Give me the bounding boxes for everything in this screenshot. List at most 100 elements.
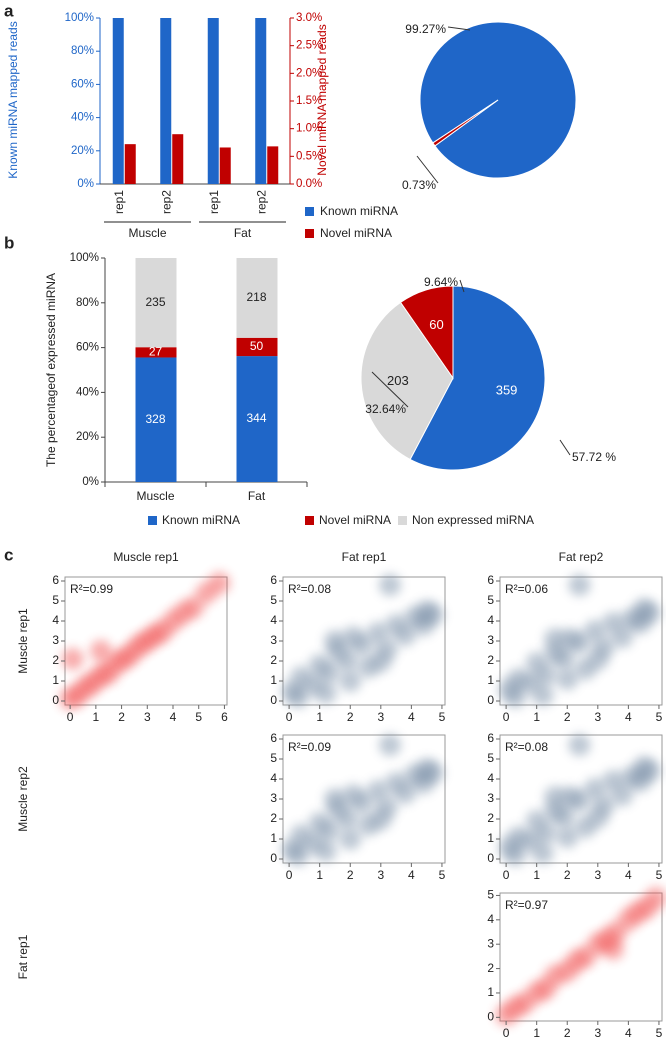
x-tick-label: 5 xyxy=(656,710,663,724)
density-point xyxy=(586,648,609,670)
x-tick-label: 0 xyxy=(503,868,510,882)
x-tick-label: rep1 xyxy=(207,190,221,214)
r-squared: R²=0.08 xyxy=(288,582,331,596)
slice-label: 99.27% xyxy=(405,22,446,36)
density-point xyxy=(317,820,340,842)
y-tick-label: 1 xyxy=(487,831,494,845)
y-tick-label: 5 xyxy=(52,593,59,607)
density-point xyxy=(504,844,527,866)
y2-tick-label: 1.0% xyxy=(296,123,322,135)
segment-label: 344 xyxy=(246,411,266,425)
legend-label: Novel miRNA xyxy=(320,226,392,240)
y-tick-label: 4 xyxy=(52,613,59,627)
y-tick-label: 20% xyxy=(76,431,99,443)
density-point xyxy=(568,632,591,654)
x-tick-label: 5 xyxy=(195,710,202,724)
y-tick-label: 2 xyxy=(487,961,494,975)
y2-tick-label: 3.0% xyxy=(296,12,322,24)
density-point xyxy=(534,664,557,686)
density-point xyxy=(644,886,666,909)
y2-tick-label: 0.0% xyxy=(296,178,322,190)
bar xyxy=(172,134,184,184)
density-point xyxy=(531,842,554,864)
segment-label: 27 xyxy=(149,345,163,359)
density-point xyxy=(366,622,389,644)
density-point xyxy=(583,778,606,800)
density-point xyxy=(378,574,401,596)
y-tick-label: 6 xyxy=(487,731,494,745)
y2-tick-label: 0.5% xyxy=(296,150,322,162)
x-tick-label: 3 xyxy=(594,868,601,882)
x-tick-label: 1 xyxy=(316,710,323,724)
density-point xyxy=(415,758,438,780)
slice-value: 359 xyxy=(496,383,518,398)
x-tick-label: 3 xyxy=(144,710,151,724)
y-tick-label: 5 xyxy=(270,593,277,607)
y-tick-label: 1 xyxy=(270,673,277,687)
bar xyxy=(112,18,124,184)
bar-segment xyxy=(135,347,177,358)
y-tick-label: 3 xyxy=(487,936,494,950)
y-tick-label: 80% xyxy=(71,45,94,57)
density-point xyxy=(351,792,374,814)
density-point xyxy=(394,624,417,646)
r-squared: R²=0.09 xyxy=(288,740,331,754)
density-point xyxy=(287,844,310,866)
y-tick-label: 3 xyxy=(52,633,59,647)
group-label: Fat xyxy=(234,226,252,240)
density-point xyxy=(61,648,84,670)
y-tick-label: 4 xyxy=(270,613,277,627)
y-tick-label: 2 xyxy=(270,811,277,825)
density-point xyxy=(339,828,362,850)
y-tick-label: 3 xyxy=(487,633,494,647)
y-tick-label: 0 xyxy=(270,851,277,865)
panel-label: b xyxy=(4,233,14,252)
density-point xyxy=(366,780,389,802)
density-point xyxy=(369,808,392,830)
density-point xyxy=(314,840,337,862)
density-point xyxy=(611,784,634,806)
pie-slice xyxy=(360,301,454,461)
density-point xyxy=(369,650,392,672)
density-point xyxy=(351,634,374,656)
pie-slice xyxy=(399,285,454,380)
density-point xyxy=(182,596,205,618)
y-tick-label: 3 xyxy=(270,791,277,805)
panel-label: c xyxy=(4,545,13,564)
x-tick-label: 3 xyxy=(377,868,384,882)
density-point xyxy=(504,686,527,708)
y-tick-label: 6 xyxy=(270,731,277,745)
y2-tick-label: 1.5% xyxy=(296,95,322,107)
segment-label: 328 xyxy=(145,412,165,426)
density-point xyxy=(544,786,567,808)
density-point xyxy=(336,808,359,830)
y-tick-label: 5 xyxy=(487,593,494,607)
x-tick-label: 0 xyxy=(67,710,74,724)
density-point xyxy=(323,630,346,652)
legend-label: Known miRNA xyxy=(320,204,398,218)
y-tick-label: 0 xyxy=(270,693,277,707)
x-tick-label: 6 xyxy=(221,710,228,724)
x-tick-label: Fat xyxy=(248,489,266,503)
x-tick-label: Muscle xyxy=(136,489,174,503)
y-tick-label: 5 xyxy=(487,888,494,902)
slice-value: 203 xyxy=(387,373,409,388)
x-tick-label: 4 xyxy=(625,1026,632,1040)
x-tick-label: 5 xyxy=(656,868,663,882)
segment-label: 218 xyxy=(246,290,266,304)
slice-label: 0.73% xyxy=(402,178,436,192)
x-tick-label: 1 xyxy=(533,868,540,882)
y-tick-label: 0 xyxy=(487,693,494,707)
density-point xyxy=(553,648,576,670)
y-axis-label: Known miRNA mapped reads xyxy=(6,21,20,178)
y-tick-label: 1 xyxy=(52,673,59,687)
y-tick-label: 100% xyxy=(70,252,99,264)
leader-line xyxy=(459,279,465,293)
legend-swatch xyxy=(398,516,407,525)
x-tick-label: 2 xyxy=(118,710,125,724)
slice-value: 60 xyxy=(429,317,443,332)
x-tick-label: 1 xyxy=(533,710,540,724)
x-tick-label: 4 xyxy=(408,868,415,882)
column-label: Muscle rep1 xyxy=(113,550,179,564)
